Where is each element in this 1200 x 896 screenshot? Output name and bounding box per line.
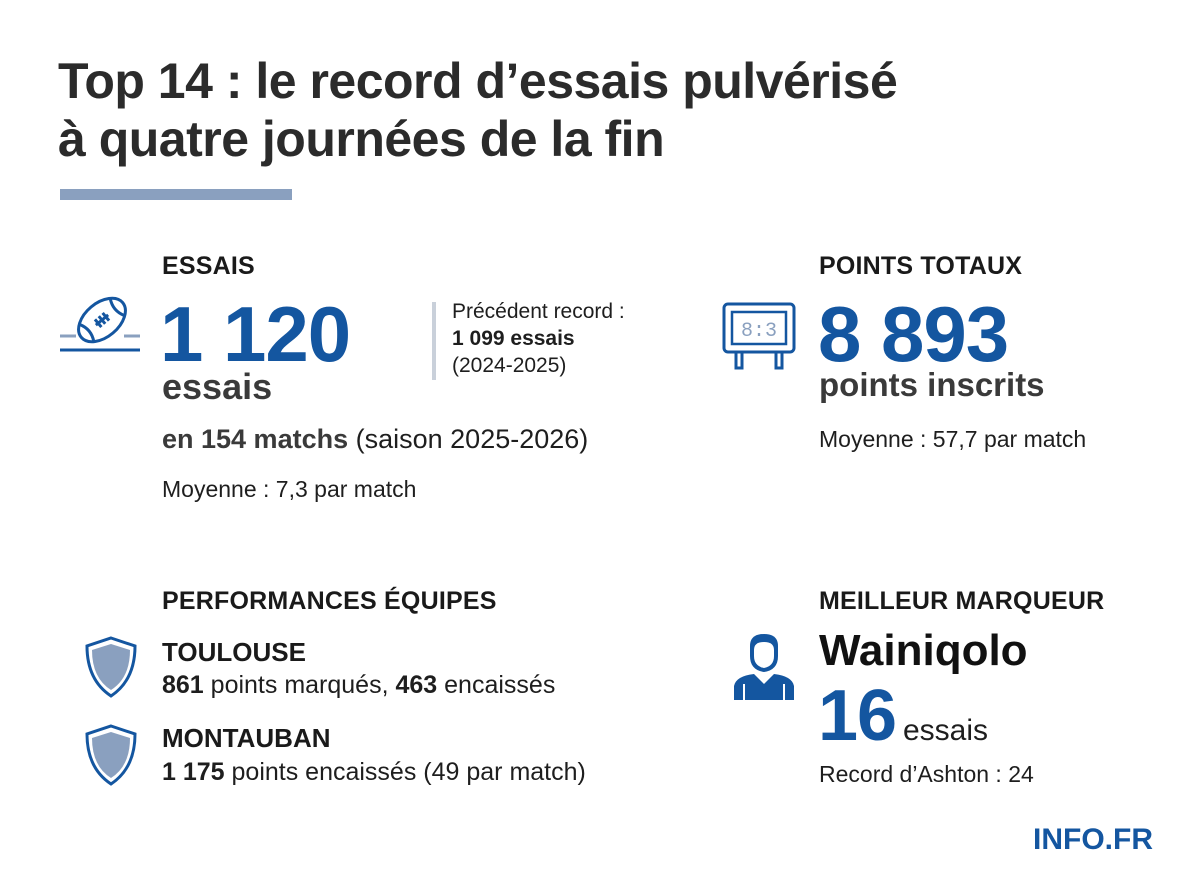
rugby-ball-icon xyxy=(60,296,140,352)
title-underline xyxy=(60,189,292,200)
scorer-heading: MEILLEUR MARQUEUR xyxy=(819,587,1105,615)
toulouse-points-scored-label: points marqués, xyxy=(203,671,396,699)
team-stats-toulouse: 861 points marqués, 463 encaissés xyxy=(162,671,555,700)
toulouse-points-conceded-label: encaissés xyxy=(437,671,556,699)
points-average: Moyenne : 57,7 par match xyxy=(819,426,1087,452)
player-icon xyxy=(734,634,794,700)
title-line-1: Top 14 : le record d’essais pulvérisé xyxy=(58,53,898,109)
scorer-record: Record d’Ashton : 24 xyxy=(819,761,1034,787)
team-name-montauban: MONTAUBAN xyxy=(162,723,331,753)
page-title: Top 14 : le record d’essais pulvérisé à … xyxy=(58,52,898,168)
scoreboard-icon: 8:3 xyxy=(722,302,796,370)
essais-average: Moyenne : 7,3 par match xyxy=(162,476,417,502)
team-stats-montauban: 1 175 points encaissés (49 par match) xyxy=(162,758,586,787)
previous-record-label: Précédent record : xyxy=(452,300,625,323)
previous-record: Précédent record : 1 099 essais (2024-20… xyxy=(452,298,625,379)
previous-record-value: 1 099 essais xyxy=(452,327,575,350)
points-value: 8 893 xyxy=(818,290,1009,378)
montauban-points-conceded: 1 175 xyxy=(162,758,225,786)
scorer-name: Wainiqolo xyxy=(819,626,1028,675)
previous-record-season: (2024-2025) xyxy=(452,354,567,377)
essais-season: (saison 2025-2026) xyxy=(355,424,589,454)
shield-icon xyxy=(85,636,137,698)
points-heading: POINTS TOTAUX xyxy=(819,252,1023,280)
team-name-toulouse: TOULOUSE xyxy=(162,637,306,667)
essais-value: 1 120 xyxy=(160,290,351,378)
essais-matches: en 154 matchs (saison 2025-2026) xyxy=(162,424,588,455)
scorer-value: 16 xyxy=(818,676,897,756)
shield-icon xyxy=(85,724,137,786)
title-line-2: à quatre journées de la fin xyxy=(58,111,665,167)
toulouse-points-scored: 861 xyxy=(162,671,204,699)
record-divider xyxy=(432,302,436,380)
teams-heading: PERFORMANCES ÉQUIPES xyxy=(162,587,497,615)
scorer-unit: essais xyxy=(903,714,989,747)
essais-heading: ESSAIS xyxy=(162,252,255,280)
montauban-points-conceded-label: points encaissés (49 par match) xyxy=(224,758,586,786)
essais-matches-bold: en 154 matchs xyxy=(162,424,349,454)
svg-text:8:3: 8:3 xyxy=(741,320,777,343)
points-unit: points inscrits xyxy=(819,366,1045,403)
essais-unit: essais xyxy=(162,366,273,407)
brand-logo: INFO.FR xyxy=(1033,823,1153,856)
toulouse-points-conceded: 463 xyxy=(395,671,438,699)
